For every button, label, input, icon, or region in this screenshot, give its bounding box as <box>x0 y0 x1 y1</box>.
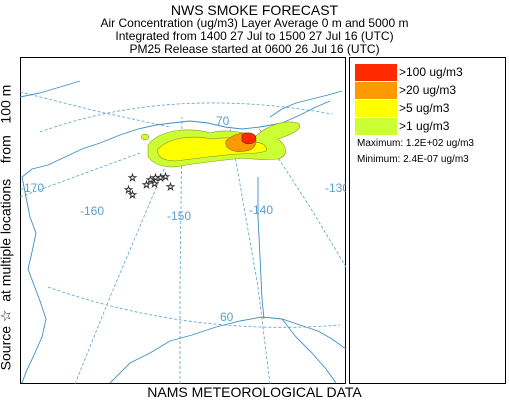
lon-line-140 <box>229 126 271 384</box>
chart-subtitle-integration: Integrated from 1400 27 Jul to 1500 27 J… <box>115 29 394 43</box>
legend-label: >100 ug/m3 <box>399 65 463 79</box>
chart-subtitle-release: PM25 Release started at 0600 26 Jul 16 (… <box>129 42 380 56</box>
lon-label-140: -140 <box>249 203 273 217</box>
alaska-west-coast <box>21 176 47 384</box>
source-markers: ☆ ☆ ☆ ☆ ☆ ☆ ☆ ☆ ☆ ☆ <box>124 172 176 202</box>
panhandle-coast <box>281 318 337 384</box>
plume-contour-100ug <box>241 132 257 145</box>
legend-swatch <box>355 64 397 81</box>
source-side-label: Source ☆ at multiple locations from 100 … <box>0 85 14 371</box>
lon-line-northwest <box>20 91 171 128</box>
lon-label-170: -170 <box>20 181 44 195</box>
canada-border <box>257 177 265 320</box>
source-star: ☆ <box>128 173 137 184</box>
source-star: ☆ <box>146 175 155 186</box>
data-source-footer: NAMS METEOROLOGICAL DATA <box>147 384 362 400</box>
lon-line-150 <box>179 116 183 384</box>
lon-label-130: -130 <box>325 181 346 195</box>
source-star: ☆ <box>156 173 165 184</box>
canadian-islands <box>269 90 343 118</box>
graticule <box>20 91 346 384</box>
legend-minimum: Minimum: 2.4E-07 ug/m3 <box>357 154 469 165</box>
legend-swatch <box>355 100 397 117</box>
chart-subtitle-layer: Air Concentration (ug/m3) Layer Average … <box>100 16 409 30</box>
legend-label: >5 ug/m3 <box>399 101 450 115</box>
source-star: ☆ <box>150 179 159 190</box>
lat-label-70: 70 <box>216 114 230 128</box>
legend-maximum: Maximum: 1.2E+02 ug/m3 <box>357 138 474 149</box>
legend-swatch <box>355 118 397 135</box>
legend-label: >20 ug/m3 <box>399 83 457 97</box>
source-star: ☆ <box>161 172 170 183</box>
lon-label-150: -150 <box>167 209 191 223</box>
chukotka-coast <box>20 80 81 98</box>
lon-line-160 <box>74 166 166 384</box>
map-frame <box>20 57 346 384</box>
source-star: ☆ <box>142 180 151 191</box>
lat-line-60 <box>47 286 341 328</box>
coastlines <box>20 80 346 384</box>
legend-swatch <box>355 82 397 99</box>
smoke-plume <box>141 121 300 168</box>
legend-label: >1 ug/m3 <box>399 119 450 133</box>
alaska-south-coast <box>109 316 346 384</box>
lat-line-70 <box>39 102 333 133</box>
plume-contour-small-patch <box>141 133 149 141</box>
chart-title: NWS SMOKE FORECAST <box>170 2 339 18</box>
source-star: ☆ <box>124 185 133 196</box>
source-star: ☆ <box>166 182 175 193</box>
source-star: ☆ <box>128 190 137 201</box>
lat-label-60: 60 <box>220 310 234 324</box>
lon-label-160: -160 <box>80 204 104 218</box>
source-star: ☆ <box>151 173 160 184</box>
lon-line-170 <box>20 152 141 198</box>
legend-panel: >100 ug/m3 >20 ug/m3 >5 ug/m3 >1 ug/m3 M… <box>349 57 506 384</box>
smoke-map: ☆ ☆ ☆ ☆ ☆ ☆ ☆ ☆ ☆ ☆ -170 -160 -150 -140 … <box>20 57 346 384</box>
